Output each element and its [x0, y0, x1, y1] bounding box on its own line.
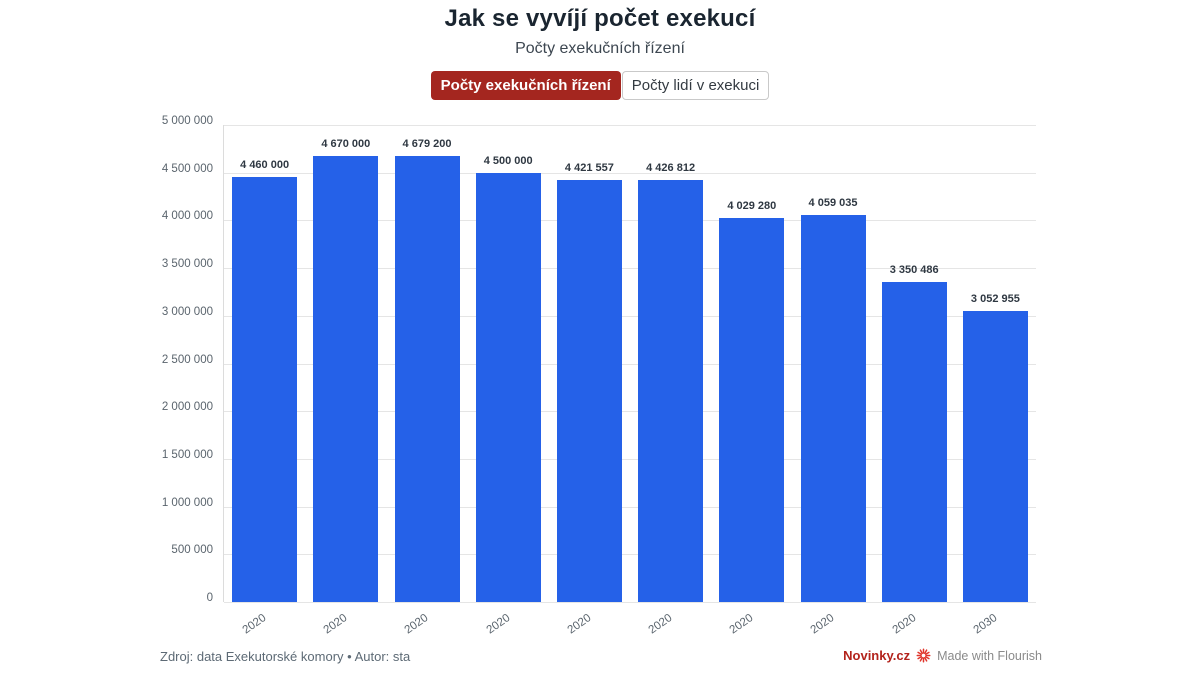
x-tick-label: 2020	[890, 612, 919, 637]
chart-subtitle: Počty exekučních řízení	[515, 40, 685, 57]
bar-value-label: 4 426 812	[646, 161, 696, 174]
y-tick-label: 3 500 000	[161, 258, 213, 271]
x-tick-label: 2020	[565, 612, 594, 637]
gridline	[224, 125, 1036, 126]
bar-value-label: 3 350 486	[889, 264, 939, 277]
bar[interactable]	[232, 176, 298, 602]
bar[interactable]	[800, 214, 866, 602]
x-tick-label: 2020	[646, 612, 675, 637]
x-tick-label: 2020	[484, 612, 513, 637]
bar[interactable]	[556, 180, 622, 602]
bar-value-label: 4 679 200	[402, 137, 452, 150]
gridline	[224, 554, 1036, 556]
gridline	[224, 268, 1036, 270]
gridline	[224, 363, 1036, 365]
gridline	[224, 411, 1036, 413]
y-tick-label: 4 000 000	[161, 210, 213, 223]
bar[interactable]	[394, 155, 460, 602]
bar-value-label: 4 670 000	[321, 138, 371, 151]
y-tick-label: 2 500 000	[161, 353, 213, 366]
y-tick-label: 500 000	[171, 544, 213, 557]
made-with-flourish-link[interactable]: Made with Flourish	[937, 648, 1042, 663]
gridline	[224, 506, 1036, 508]
x-tick-label: 2020	[321, 612, 350, 637]
page-title: Jak se vyvíjí počet exekucí	[444, 5, 756, 32]
tab-pocty-exekucnich-rizeni[interactable]: Počty exekučních řízení	[430, 71, 621, 100]
source-credit: Zdroj: data Exekutorské komory • Autor: …	[160, 649, 411, 664]
y-axis: 0 500 000 1 000 000 1 500 000 2 000 000 2 500…	[0, 115, 213, 604]
bar[interactable]	[475, 172, 541, 602]
x-tick-label: 2020	[809, 612, 837, 637]
bar-value-label: 3 052 955	[970, 292, 1020, 305]
x-tick-label: 2030	[971, 612, 1000, 637]
gridline	[224, 315, 1036, 317]
tab-pocty-lidi-v-exekuci[interactable]: Počty lidí v exekuci	[621, 71, 770, 100]
plot-area: 4 460 000 4 670 000 4 679 200 4 500 000 4 42…	[223, 125, 1036, 603]
y-tick-label: 3 000 000	[161, 305, 213, 318]
gridline	[224, 172, 1036, 174]
bar[interactable]	[881, 282, 947, 602]
bar-value-label: 4 460 000	[240, 158, 290, 171]
attribution: Novinky.cz Made with Flourish	[843, 648, 1042, 663]
y-tick-label: 5 000 000	[161, 115, 213, 127]
gridline	[224, 220, 1036, 222]
y-tick-label: 0	[206, 592, 213, 604]
y-tick-label: 1 000 000	[161, 496, 213, 509]
series-tabs: Počty exekučních řízení Počty lidí v exe…	[0, 71, 1200, 100]
y-tick-label: 4 500 000	[161, 162, 213, 175]
bar[interactable]	[638, 179, 704, 602]
gridline	[224, 602, 1036, 603]
x-tick-label: 2020	[240, 612, 269, 637]
y-tick-label: 1 500 000	[161, 448, 213, 461]
novinky-logo-link[interactable]: Novinky.cz	[843, 648, 911, 663]
bar-value-label: 4 421 557	[564, 162, 614, 175]
bar[interactable]	[313, 156, 379, 602]
bar[interactable]	[962, 310, 1028, 602]
bar-value-label: 4 029 280	[727, 199, 777, 212]
x-tick-label: 2020	[403, 612, 431, 637]
y-tick-label: 2 000 000	[161, 401, 213, 414]
gridline	[224, 458, 1036, 460]
x-axis: 2020 2020 2020 2020 2020 2020 2020 2020 2020 2030	[223, 603, 1035, 647]
bar-value-label: 4 059 035	[808, 196, 858, 209]
x-tick-label: 2020	[727, 612, 756, 637]
bar-value-label: 4 500 000	[483, 154, 533, 167]
flourish-flower-icon	[916, 648, 931, 663]
bar[interactable]	[719, 217, 785, 602]
